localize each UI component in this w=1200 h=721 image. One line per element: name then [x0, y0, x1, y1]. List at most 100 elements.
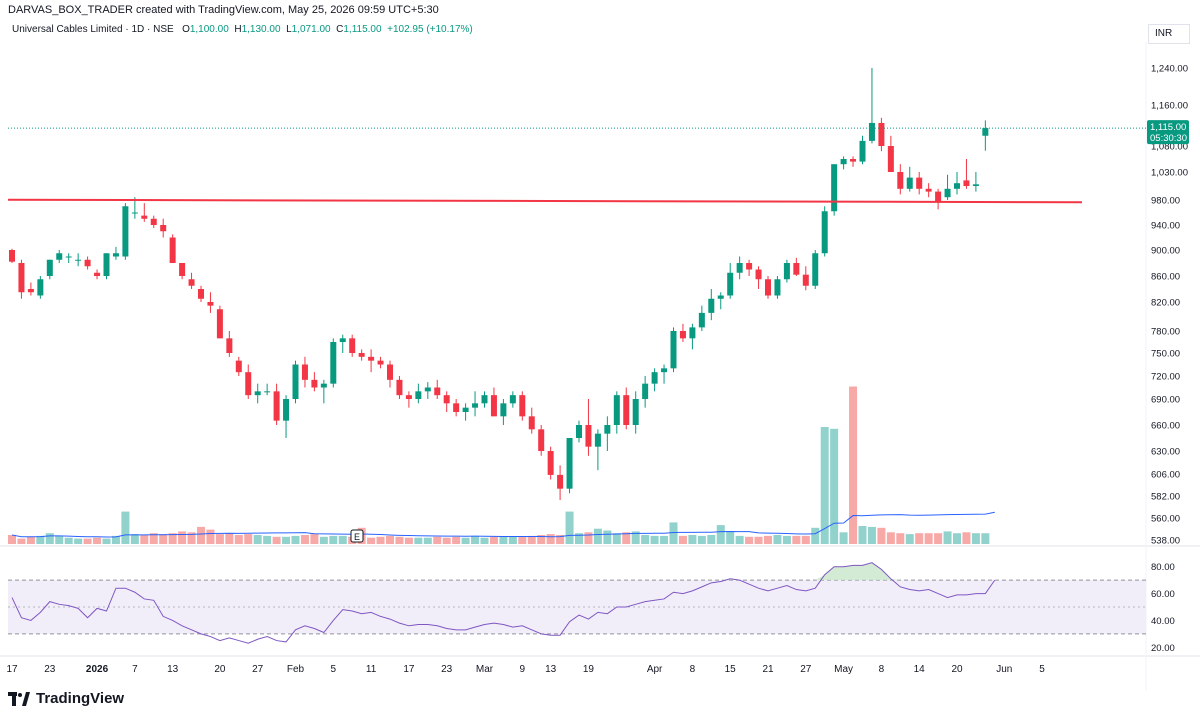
candle-body[interactable] [169, 237, 176, 264]
candle-body[interactable] [216, 309, 223, 339]
candle-body[interactable] [122, 206, 129, 257]
earnings-marker[interactable] [350, 529, 364, 543]
candle-body[interactable] [500, 403, 507, 417]
candle-body[interactable] [396, 379, 403, 396]
candle-body[interactable] [453, 403, 460, 412]
candle-body[interactable] [37, 279, 44, 296]
candle-body[interactable] [27, 289, 34, 293]
candle-body[interactable] [434, 387, 441, 396]
candle-body[interactable] [698, 312, 705, 328]
candle-body[interactable] [235, 360, 242, 373]
candle-body[interactable] [821, 211, 828, 254]
candle-body[interactable] [736, 263, 743, 273]
candle-body[interactable] [538, 429, 545, 451]
candle-body[interactable] [727, 272, 734, 296]
candle-body[interactable] [519, 395, 526, 417]
candle-body[interactable] [793, 263, 800, 275]
candle-body[interactable] [179, 263, 186, 276]
candle-body[interactable] [301, 364, 308, 380]
candle-body[interactable] [755, 269, 762, 280]
candle-body[interactable] [887, 146, 894, 172]
candle-body[interactable] [840, 159, 847, 165]
candle-body[interactable] [916, 177, 923, 189]
candle-body[interactable] [613, 395, 620, 425]
candle-body[interactable] [46, 259, 53, 276]
candle-body[interactable] [954, 183, 960, 189]
candle-body[interactable] [245, 372, 252, 396]
candle-body[interactable] [207, 302, 214, 306]
candle-body[interactable] [462, 407, 469, 412]
candle-body[interactable] [623, 395, 630, 425]
candle-body[interactable] [509, 395, 516, 404]
candle-body[interactable] [103, 253, 110, 276]
candle-body[interactable] [150, 218, 157, 225]
price-chart[interactable]: 1,240.001,160.001,080.001,030.00980.0094… [0, 0, 1200, 690]
currency-button[interactable]: INR [1148, 24, 1190, 44]
candle-body[interactable] [377, 360, 384, 365]
candle-body[interactable] [198, 289, 204, 299]
candle-body[interactable] [311, 379, 318, 388]
candle-body[interactable] [765, 279, 771, 296]
candle-body[interactable] [632, 399, 639, 425]
candle-body[interactable] [906, 177, 913, 189]
candle-body[interactable] [339, 338, 346, 342]
candle-body[interactable] [717, 295, 724, 299]
candle-body[interactable] [878, 122, 885, 146]
candle-body[interactable] [746, 263, 753, 270]
candle-body[interactable] [490, 395, 497, 417]
candle-body[interactable] [56, 253, 63, 260]
candle-body[interactable] [566, 438, 573, 489]
candle-body[interactable] [368, 356, 375, 361]
candle-body[interactable] [859, 140, 866, 162]
candle-body[interactable] [264, 391, 271, 393]
candle-body[interactable] [547, 451, 554, 475]
candle-body[interactable] [254, 391, 261, 396]
symbol-label[interactable]: Universal Cables Limited · 1D · NSE [12, 24, 174, 35]
candle-body[interactable] [75, 259, 82, 261]
candle-body[interactable] [868, 122, 875, 141]
candle-body[interactable] [972, 184, 979, 186]
candle-body[interactable] [131, 212, 138, 214]
candle-body[interactable] [405, 395, 412, 399]
candle-body[interactable] [594, 433, 601, 447]
candle-body[interactable] [963, 180, 970, 186]
candle-body[interactable] [84, 259, 91, 267]
candle-body[interactable] [443, 395, 450, 404]
candle-body[interactable] [802, 274, 809, 286]
candle-body[interactable] [424, 387, 431, 392]
candle-body[interactable] [292, 364, 299, 400]
candle-body[interactable] [273, 391, 280, 421]
candle-body[interactable] [358, 353, 365, 357]
candle-body[interactable] [604, 425, 611, 434]
candle-body[interactable] [774, 279, 781, 296]
candle-body[interactable] [812, 253, 819, 286]
candle-body[interactable] [585, 425, 592, 447]
candle-body[interactable] [897, 172, 904, 189]
candle-body[interactable] [188, 279, 195, 286]
candle-body[interactable] [850, 159, 857, 162]
candle-body[interactable] [415, 391, 422, 399]
candle-body[interactable] [982, 128, 989, 136]
candle-body[interactable] [944, 188, 951, 198]
candle-body[interactable] [651, 372, 658, 384]
candle-body[interactable] [642, 383, 649, 399]
candle-body[interactable] [831, 164, 838, 212]
candle-body[interactable] [112, 253, 119, 257]
candle-body[interactable] [349, 338, 356, 353]
candle-body[interactable] [670, 331, 677, 369]
candle-body[interactable] [283, 399, 290, 421]
candle-body[interactable] [387, 364, 393, 380]
candle-body[interactable] [9, 250, 15, 262]
candle-body[interactable] [935, 191, 942, 202]
candle-body[interactable] [18, 263, 25, 293]
candle-body[interactable] [576, 425, 582, 438]
resistance-line[interactable] [7, 198, 1083, 204]
candle-body[interactable] [481, 395, 488, 404]
candle-body[interactable] [160, 225, 167, 232]
candle-body[interactable] [679, 331, 686, 339]
candle-body[interactable] [141, 215, 148, 219]
candle-body[interactable] [708, 298, 715, 313]
candle-body[interactable] [320, 383, 327, 388]
candle-body[interactable] [689, 327, 696, 339]
candle-body[interactable] [226, 338, 233, 353]
